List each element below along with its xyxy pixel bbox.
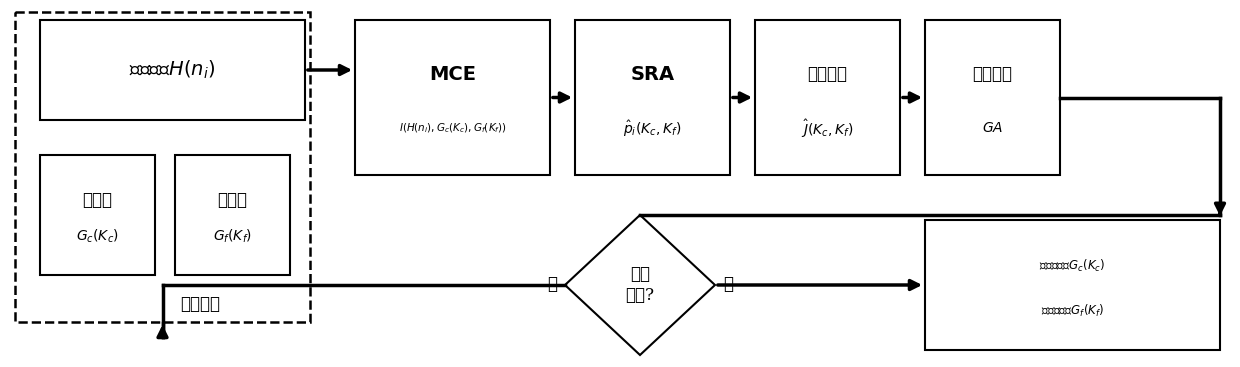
Bar [355,20,551,175]
Text: 开环系统$H(n_i)$: 开环系统$H(n_i)$ [129,59,216,81]
Bar [15,12,310,322]
Text: 最优控制器$G_c(K_c)$: 最优控制器$G_c(K_c)$ [1039,257,1106,273]
Text: $I(H(n_i),G_c(K_c),G_f(K_f))$: $I(H(n_i),G_c(K_c),G_f(K_f))$ [398,122,506,135]
Text: 代价函数: 代价函数 [807,66,847,83]
Text: 控制器: 控制器 [83,192,113,209]
Text: $\hat{p}_i(K_c,K_f)$: $\hat{p}_i(K_c,K_f)$ [624,119,682,139]
Text: SRA: SRA [630,65,675,84]
Bar [925,20,1060,175]
Bar [40,155,155,275]
Text: $GA$: $GA$ [982,121,1003,135]
Polygon shape [565,215,715,355]
Bar [175,155,290,275]
Text: $G_f(K_f)$: $G_f(K_f)$ [213,228,252,245]
Text: 估计器: 估计器 [217,192,248,209]
Bar [755,20,900,175]
Text: MCE: MCE [429,65,476,84]
Bar [925,220,1220,350]
Text: 满足
条件?: 满足 条件? [625,266,655,304]
Text: $G_c(K_c)$: $G_c(K_c)$ [76,228,119,245]
Bar [575,20,730,175]
Text: 否: 否 [547,276,557,294]
Text: $\hat{J}(K_c,K_f)$: $\hat{J}(K_c,K_f)$ [801,117,854,139]
Text: 优化算法: 优化算法 [972,66,1013,83]
Text: 最优估计器$G_f(K_f)$: 最优估计器$G_f(K_f)$ [1040,303,1104,319]
Bar [40,20,305,120]
Text: 继续优化: 继续优化 [180,297,219,313]
Text: 是: 是 [723,276,733,294]
